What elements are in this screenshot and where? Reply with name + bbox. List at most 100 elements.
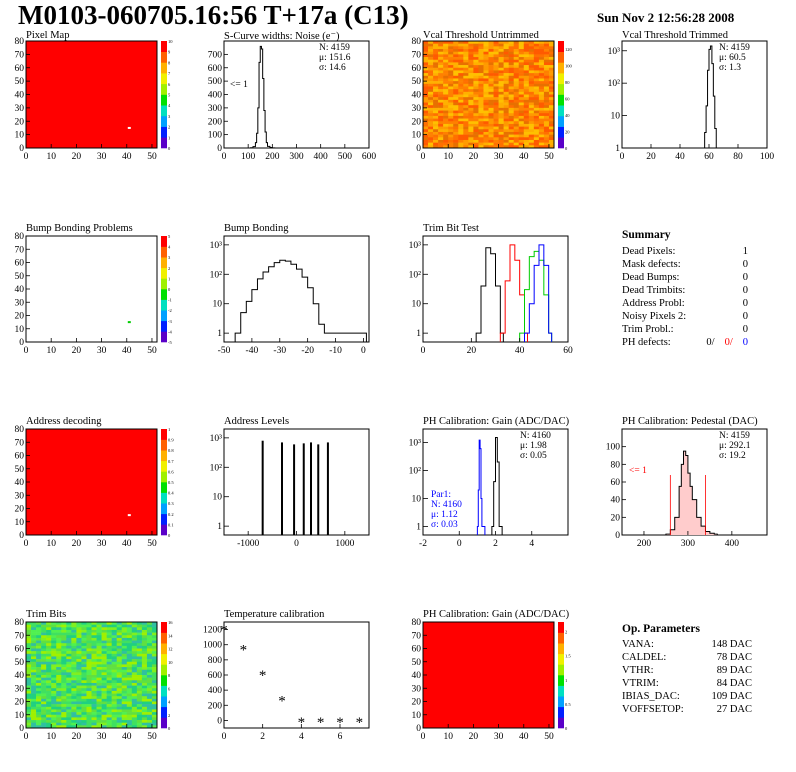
heatmap-cell-11 — [81, 680, 87, 684]
heatmap-cell-11 — [121, 675, 128, 678]
heatmap-cell-11 — [51, 661, 57, 665]
heatmap-cell-2 — [478, 43, 484, 47]
heatmap-cell-2 — [448, 126, 454, 130]
y-tick-label-13-4: 40 — [412, 671, 422, 681]
heatmap-cell-11 — [151, 696, 158, 700]
palette-step-4 — [161, 236, 167, 247]
heatmap-cell-2 — [428, 110, 434, 114]
heatmap-cell-2 — [463, 121, 469, 125]
heatmap-cell-2 — [533, 83, 540, 87]
heatmap-cell-11 — [151, 643, 158, 647]
heatmap-cell-2 — [518, 70, 525, 74]
heatmap-cell-11 — [131, 688, 138, 692]
heatmap-cell-2 — [423, 41, 429, 44]
heatmap-cell-2 — [468, 139, 474, 143]
heatmap-cell-2 — [528, 113, 535, 117]
heatmap-cell-2 — [458, 99, 464, 103]
heatmap-cell-11 — [31, 675, 37, 678]
heatmap-cell-11 — [66, 643, 72, 647]
heatmap-cell-11 — [66, 717, 72, 721]
heatmap-cell-2 — [468, 121, 474, 125]
heatmap-cell-11 — [91, 635, 97, 639]
heatmap-cell-11 — [151, 712, 158, 716]
heatmap-cell-2 — [488, 145, 494, 149]
heatmap-cell-11 — [91, 688, 97, 692]
heatmap-cell-11 — [61, 653, 67, 657]
heatmap-cell-11 — [41, 667, 47, 670]
heatmap-cell-2 — [498, 78, 504, 82]
heatmap-cell-2 — [543, 118, 550, 122]
heatmap-cell-11 — [71, 714, 77, 718]
heatmap-cell-11 — [46, 717, 52, 721]
heatmap-cell-2 — [513, 91, 520, 95]
heatmap-cell-11 — [76, 672, 82, 676]
heatmap-cell-11 — [41, 688, 47, 692]
heatmap-cell-2 — [543, 41, 550, 44]
heatmap-cell-2 — [478, 91, 484, 95]
heatmap-cell-11 — [26, 648, 32, 652]
heatmap-cell-2 — [533, 54, 540, 58]
heatmap-cell-11 — [86, 637, 92, 641]
heatmap-cell-11 — [96, 653, 102, 657]
heatmap-cell-11 — [71, 653, 77, 657]
heatmap-cell-11 — [41, 661, 47, 665]
heatmap-cell-2 — [513, 46, 520, 50]
heatmap-cell-2 — [518, 129, 525, 133]
palette-step-2 — [558, 94, 564, 106]
heatmap-cell-11 — [101, 720, 107, 723]
heatmap-cell-2 — [528, 75, 535, 79]
heatmap-cell-2 — [498, 123, 504, 127]
heatmap-cell-11 — [136, 680, 143, 684]
heatmap-cell-2 — [518, 62, 525, 66]
heatmap-cell-11 — [151, 675, 158, 678]
heatmap-cell-2 — [528, 49, 535, 52]
heatmap-cell-2 — [538, 41, 545, 44]
heatmap-cell-2 — [508, 86, 514, 90]
heatmap-cell-11 — [46, 632, 52, 636]
scatter-point-12-1: * — [240, 642, 248, 658]
heatmap-cell-2 — [438, 91, 444, 95]
heatmap-cell-2 — [498, 107, 504, 111]
plot-title-pixel-map: Pixel Map — [26, 30, 70, 41]
heatmap-cell-2 — [518, 59, 525, 63]
heatmap-cell-11 — [66, 682, 72, 686]
heatmap-cell-11 — [91, 672, 97, 676]
heatmap-cell-2 — [483, 107, 489, 111]
heatmap-cell-11 — [61, 720, 67, 723]
heatmap-cell-2 — [453, 107, 459, 111]
heatmap-cell-2 — [503, 78, 509, 82]
heatmap-cell-2 — [483, 139, 489, 143]
bar-8-1 — [281, 442, 283, 535]
x-tick-label-5-2: -30 — [273, 346, 286, 356]
heatmap-cell-2 — [543, 70, 550, 74]
y-tick-label-9-3: 10³ — [409, 438, 422, 448]
heatmap-cell-2 — [428, 89, 434, 93]
heatmap-cell-2 — [473, 41, 479, 44]
heatmap-cell-11 — [41, 690, 47, 694]
heatmap-cell-2 — [543, 54, 550, 58]
heatmap-cell-2 — [533, 51, 540, 55]
heatmap-cell-2 — [508, 123, 514, 127]
heatmap-cell-11 — [111, 717, 117, 721]
heatmap-cell-11 — [151, 725, 158, 729]
heatmap-cell-2 — [533, 113, 540, 117]
stats-n-3: N: 4159 — [719, 43, 750, 53]
heatmap-cell-2 — [468, 91, 474, 95]
heatmap-cell-2 — [423, 65, 429, 69]
heatmap-cell-2 — [458, 134, 464, 138]
heatmap-cell-2 — [508, 54, 514, 58]
heatmap-cell-11 — [76, 682, 82, 686]
heatmap-cell-11 — [111, 656, 117, 660]
heatmap-cell-2 — [493, 137, 499, 141]
y-tick-label-10-3: 60 — [611, 478, 621, 488]
x-tick-label-8-1: 0 — [294, 539, 299, 549]
heatmap-cell-2 — [448, 115, 454, 119]
heatmap-cell-11 — [126, 640, 133, 644]
heatmap-cell-11 — [41, 624, 47, 628]
heatmap-cell-11 — [66, 653, 72, 657]
summary-value: 0 — [742, 324, 748, 335]
heatmap-cell-11 — [126, 637, 133, 641]
palette-step-0 — [161, 41, 167, 52]
heatmap-cell-2 — [538, 70, 545, 74]
